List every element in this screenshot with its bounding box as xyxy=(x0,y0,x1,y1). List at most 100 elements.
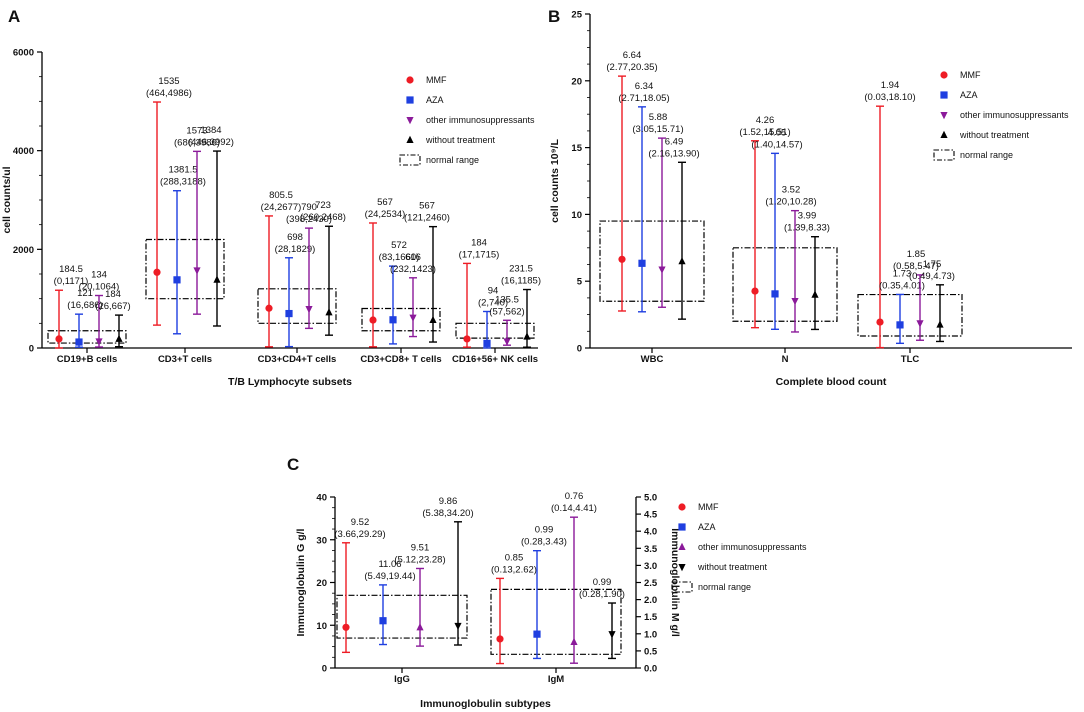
panel-a-category-cd16-56-nk-cells: CD16+56+ NK cells xyxy=(452,354,538,365)
panel-a-normal-range-box xyxy=(145,238,225,300)
panel-c-legend-mmf: MMF xyxy=(698,502,719,512)
panel-c-y-tick-label: 30 xyxy=(316,535,327,546)
panel-a-without-treatment-range-label: (260,2468) xyxy=(300,212,346,223)
panel-a-mmf-median-marker xyxy=(265,304,273,312)
panel-a-normal-range-box xyxy=(361,307,441,332)
panel-a-other-immunosuppressants-median-marker xyxy=(193,267,201,275)
panel-a-y-tick-label: 6000 xyxy=(13,48,34,59)
panel-a-without-treatment-range-label: (26,667) xyxy=(95,301,130,312)
panel-b-mmf-median-label: 6.64 xyxy=(623,50,642,61)
panel-a-aza-median-marker xyxy=(75,338,83,346)
panel-a-without-treatment-median-marker xyxy=(115,334,123,342)
panel-b-y-tick-label: 25 xyxy=(571,10,582,21)
panel-a-without-treatment-median-marker xyxy=(429,315,437,324)
panel-b-without-treatment-median-label: 3.99 xyxy=(798,211,817,222)
panel-a-x-title: T/B Lymphocyte subsets xyxy=(228,376,352,388)
panel-b-legend-mmf: MMF xyxy=(960,70,981,80)
panel-c-aza-median-marker xyxy=(379,617,387,625)
panel-b-normal-range-box xyxy=(732,247,838,322)
panel-c-aza-range-label: (5.49,19.44) xyxy=(364,571,415,582)
panel-b-x-title: Complete blood count xyxy=(776,376,887,388)
panel-b-without-treatment-range-label: (2.16,13.90) xyxy=(648,148,699,159)
panel-c-mmf-range-label: (3.66,29.29) xyxy=(334,529,385,540)
panel-a-mmf-median-label: 1535 xyxy=(158,76,179,87)
panel-c-y2-tick-label: 5.0 xyxy=(644,493,657,504)
panel-b-without-treatment-median-marker xyxy=(811,290,819,298)
panel-b-legend-mmf-marker xyxy=(940,71,948,79)
panel-a-aza-median-marker xyxy=(285,309,293,318)
panel-a-normal-range-box xyxy=(455,322,535,339)
panel-a-without-treatment-median-label: 231.5 xyxy=(509,264,533,275)
panel-c-y2-tick-label: 3.0 xyxy=(644,561,657,572)
panel-c-mmf-median-marker xyxy=(496,635,504,643)
panel-c-y-tick-label: 0 xyxy=(322,664,327,675)
panel-c-without-treatment-median-marker xyxy=(454,622,462,631)
panel-c-x-title: Immunoglobulin subtypes xyxy=(420,698,551,710)
panel-a-mmf-range-label: (24,2677) xyxy=(261,202,302,213)
panel-a-legend-normal-range: normal range xyxy=(426,155,479,165)
panel-b-mmf-median-marker xyxy=(618,255,626,263)
panel-a-aza-range-label: (28,1829) xyxy=(275,244,316,255)
panel-c-other-immunosuppressants-range-label: (5.12,23.28) xyxy=(394,554,445,565)
panel-c-y2-tick-label: 4.5 xyxy=(644,510,658,521)
panel-a-other-immunosuppressants-median-label: 790 xyxy=(301,202,317,213)
panel-c-legend-normal-range: normal range xyxy=(698,582,751,592)
panel-a-aza-median-marker xyxy=(173,276,181,284)
panel-a-without-treatment-range-label: (446,3992) xyxy=(188,137,234,148)
panel-a-without-treatment-median-label: 1384 xyxy=(200,125,221,136)
panel-b-legend-other-immunosuppressants: other immunosuppressants xyxy=(960,110,1069,120)
panel-b-y-tick-label: 10 xyxy=(571,210,582,221)
panel-c-aza-median-label: 11.06 xyxy=(378,559,401,570)
panel-c-y2-tick-label: 0.5 xyxy=(644,646,658,657)
panel-c-legend-normal-range-swatch xyxy=(671,581,693,593)
panel-a-other-immunosuppressants-median-marker xyxy=(95,338,103,346)
panel-c-mmf-median-marker xyxy=(342,623,350,631)
panel-a-aza-range-label: (83,1660) xyxy=(379,252,420,263)
panel-a-mmf-median-marker xyxy=(463,335,471,343)
panel-b-aza-range-label: (0.35,4.01) xyxy=(879,280,925,291)
panel-b-without-treatment-range-label: (1.39,8.33) xyxy=(784,223,830,234)
panel-c-y-tick-label: 40 xyxy=(316,493,327,504)
panel-a-legend-mmf: MMF xyxy=(426,75,447,85)
panel-c-legend-without-treatment: without treatment xyxy=(697,562,768,572)
panel-a-legend-other-immunosuppressants-marker xyxy=(406,117,414,125)
panel-a-other-immunosuppressants-range-label: (398,2430) xyxy=(286,214,332,225)
panel-b-category-tlc: TLC xyxy=(901,354,920,365)
panel-b-mmf-median-marker xyxy=(876,318,884,326)
panel-a-without-treatment-median-label: 567 xyxy=(419,201,435,212)
panel-c-aza-median-label: 0.99 xyxy=(535,525,554,536)
panel-a-other-immunosuppressants-median-marker xyxy=(305,306,313,314)
panel-a-y-tick-label: 2000 xyxy=(13,245,34,256)
panel-c-y-tick-label: 20 xyxy=(316,578,327,589)
panel-a-other-immunosuppressants-range-label: (20,1064) xyxy=(79,282,120,293)
panel-a-letter: A xyxy=(8,7,20,26)
panel-a-y-tick-label: 0 xyxy=(29,344,34,355)
panel-c-y2-tick-label: 0.0 xyxy=(644,664,657,675)
panel-a-aza-median-marker xyxy=(389,316,397,324)
panel-b-category-n: N xyxy=(782,354,789,365)
panel-a-without-treatment-median-marker xyxy=(325,308,333,316)
panel-a-aza-range-label: (288,3188) xyxy=(160,177,206,188)
panel-a-mmf-median-label: 567 xyxy=(377,197,393,208)
panel-a-aza-median-label: 94 xyxy=(488,285,499,296)
panel-c-y2-tick-label: 1.0 xyxy=(644,629,657,640)
panel-a-other-immunosuppressants-median-label: 1573 xyxy=(186,125,207,136)
panel-c-aza-range-label: (0.28,3.43) xyxy=(521,537,567,548)
panel-b-aza-median-label: 4.05 xyxy=(768,127,787,138)
panel-c-normal-range-box xyxy=(490,588,622,655)
panel-c-aza-median-marker xyxy=(533,630,541,638)
panel-a-category-cd3-cd4-t-cells: CD3+CD4+T cells xyxy=(258,354,337,365)
panel-b-mmf-range-label: (0.03,18.10) xyxy=(864,92,915,103)
panel-c-normal-range-box xyxy=(336,594,468,639)
panel-a-without-treatment-median-label: 184 xyxy=(105,289,121,300)
panel-c-other-immunosuppressants-median-marker xyxy=(416,623,424,631)
panel-b-other-immunosuppressants-median-label: 3.52 xyxy=(782,185,801,196)
panel-b-aza-median-label: 6.34 xyxy=(635,81,654,92)
panel-a-mmf-median-marker xyxy=(55,335,63,343)
panel-a-mmf-median-label: 805.5 xyxy=(269,190,293,201)
panel-a-aza-median-label: 1381.5 xyxy=(168,165,197,176)
panel-b-aza-median-marker xyxy=(896,321,904,329)
panel-c-y2-tick-label: 3.5 xyxy=(644,544,658,555)
panel-c-other-immunosuppressants-median-label: 0.76 xyxy=(565,491,584,502)
